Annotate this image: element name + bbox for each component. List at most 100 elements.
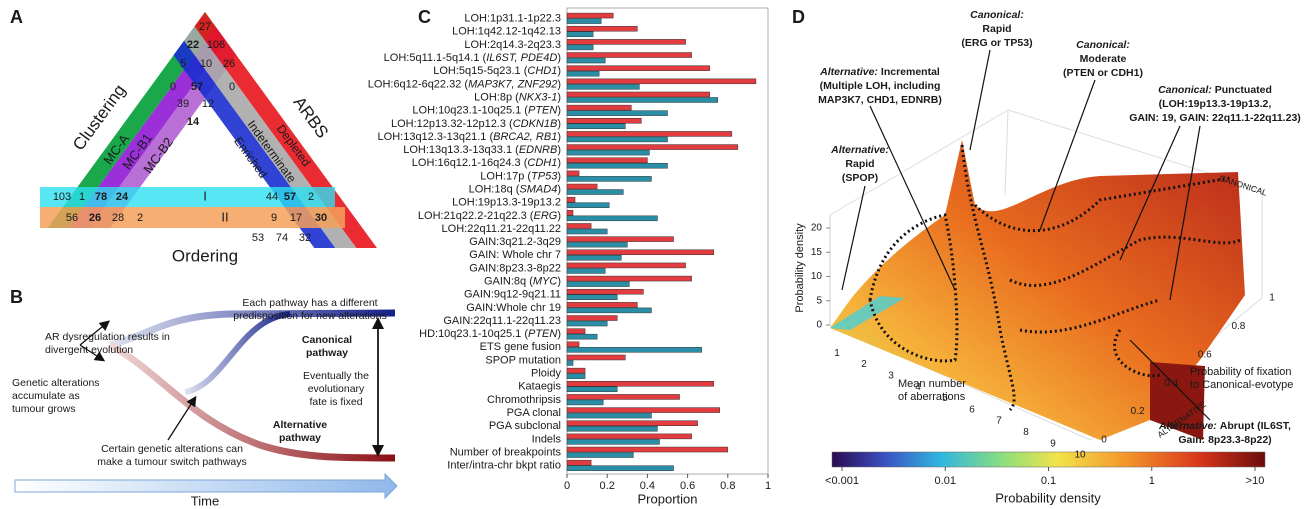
count: 12 <box>202 98 214 110</box>
count: 26 <box>223 58 235 70</box>
time-label: Time <box>191 493 219 508</box>
bar <box>566 360 574 366</box>
bar <box>566 170 580 177</box>
bar <box>566 367 586 374</box>
annotation-line: Abrupt (IL6ST, <box>1220 420 1291 432</box>
colorbar-tick-label: 0.1 <box>1041 475 1056 487</box>
category-label: Number of breakpoints <box>450 446 562 458</box>
count: 28 <box>112 212 124 224</box>
count: 30 <box>315 212 327 224</box>
count: 17 <box>290 212 302 224</box>
contours <box>868 144 1241 412</box>
annotation-heading: Alternative: <box>819 66 878 78</box>
pathway-label: pathway <box>279 432 321 444</box>
bar <box>566 320 608 327</box>
bar <box>566 307 652 314</box>
annotation-line: (PTEN or CDH1) <box>1063 67 1143 79</box>
count: 0 <box>229 81 235 93</box>
category-label: LOH:6q12-6q22.32 (MAP3K7, ZNF292) <box>368 78 561 90</box>
count: 2 <box>308 191 314 203</box>
panel-c: LOH:1p31.1-1p22.3LOH:1q42.12-1q42.13LOH:… <box>368 7 771 506</box>
count: 0 <box>170 81 176 93</box>
bar <box>566 176 652 182</box>
count: 32 <box>299 232 311 244</box>
category-label: GAIN:8q (MYC) <box>484 275 561 287</box>
bar <box>566 249 714 256</box>
annotation-line: Rapid <box>982 23 1011 35</box>
axis-label: ARBS <box>290 93 333 142</box>
category-label: PGA subclonal <box>489 420 561 432</box>
bar <box>566 144 739 150</box>
colorbar-tick-label: <0.001 <box>825 475 859 487</box>
category-label: LOH:2q14.3-2q23.3 <box>464 39 561 51</box>
x-tick-label: 1 <box>765 480 771 492</box>
arrow <box>79 344 106 362</box>
bar <box>566 131 733 137</box>
canonical-path <box>109 309 396 349</box>
bar <box>566 386 618 393</box>
y-axis-label: Probability of fixation <box>1190 366 1292 378</box>
x-axis-label: Mean number <box>898 378 966 390</box>
bar <box>566 84 640 90</box>
annotation-heading: Canonical: <box>1076 39 1130 51</box>
bar <box>566 215 658 222</box>
category-label: LOH:5q11.1-5q14.1 (IL6ST, PDE4D) <box>384 52 561 64</box>
note: tumour grows <box>12 403 76 415</box>
panel-label: A <box>10 7 23 27</box>
bar <box>566 136 668 143</box>
category-label: LOH:10q23.1-10q25.1 (PTEN) <box>412 105 561 117</box>
bar <box>566 57 606 64</box>
count: 27 <box>199 21 211 33</box>
y-tick-label: 0.2 <box>1131 406 1145 417</box>
x-tick-label: 0.6 <box>680 480 695 492</box>
bar <box>566 446 729 453</box>
bar <box>566 91 710 98</box>
bar <box>566 262 686 269</box>
bar <box>566 333 598 340</box>
bar <box>566 70 600 77</box>
surface <box>830 140 1245 440</box>
category-label: LOH:19p13.3-19p13.2 <box>452 197 561 209</box>
pathway-label: Alternative <box>273 419 327 431</box>
bar <box>566 97 718 103</box>
x-tick-label: 7 <box>996 416 1002 427</box>
cluster-strip <box>47 12 226 228</box>
count: 10 <box>200 58 212 70</box>
count: 9 <box>271 212 277 224</box>
bar <box>566 162 668 169</box>
category-label: LOH:16q12.1-16q24.3 (CDH1) <box>412 157 561 169</box>
category-label: HD:10q23.1-10q25.1 (PTEN) <box>419 328 561 340</box>
annotation: Alternative: Incremental <box>819 66 940 78</box>
count: 39 <box>177 98 189 110</box>
annotation-line: Punctuated <box>1215 84 1272 96</box>
bar <box>566 354 626 361</box>
x-tick-label: 0.8 <box>720 480 735 492</box>
category-label: LOH:13q12.3-13q21.1 (BRCA2, RB1) <box>378 131 561 143</box>
arrow <box>79 320 111 346</box>
surface-peak <box>1150 362 1205 440</box>
x-tick-label: 1 <box>834 348 840 359</box>
annotation-line: Gain: 8p23.3-8p22) <box>1178 434 1271 446</box>
bar <box>566 341 580 348</box>
note: Eventually the <box>303 370 369 382</box>
count: 24 <box>116 191 129 203</box>
category-label: LOH:18q (SMAD4) <box>469 183 561 195</box>
annotation-line: (SPOP) <box>842 172 878 184</box>
bar <box>566 302 638 308</box>
bar <box>566 412 652 419</box>
note: predisposition for new alterations <box>233 310 387 322</box>
bar <box>566 288 644 295</box>
annotation-line: MAP3K7, CHD1, EDNRB) <box>818 94 942 106</box>
category-label: LOH:22q11.21-22q11.22 <box>442 223 561 235</box>
bar <box>566 347 702 353</box>
annotation-line: (Multiple LOH, including <box>820 80 941 92</box>
bar <box>566 425 658 432</box>
bar <box>566 65 710 71</box>
bar <box>566 157 648 163</box>
category-label: GAIN:8p23.3-8p22 <box>469 262 561 274</box>
annotation: Canonical: Punctuated <box>1158 84 1272 96</box>
panel-label: D <box>792 7 805 27</box>
bar <box>566 18 602 24</box>
bar <box>566 399 604 406</box>
